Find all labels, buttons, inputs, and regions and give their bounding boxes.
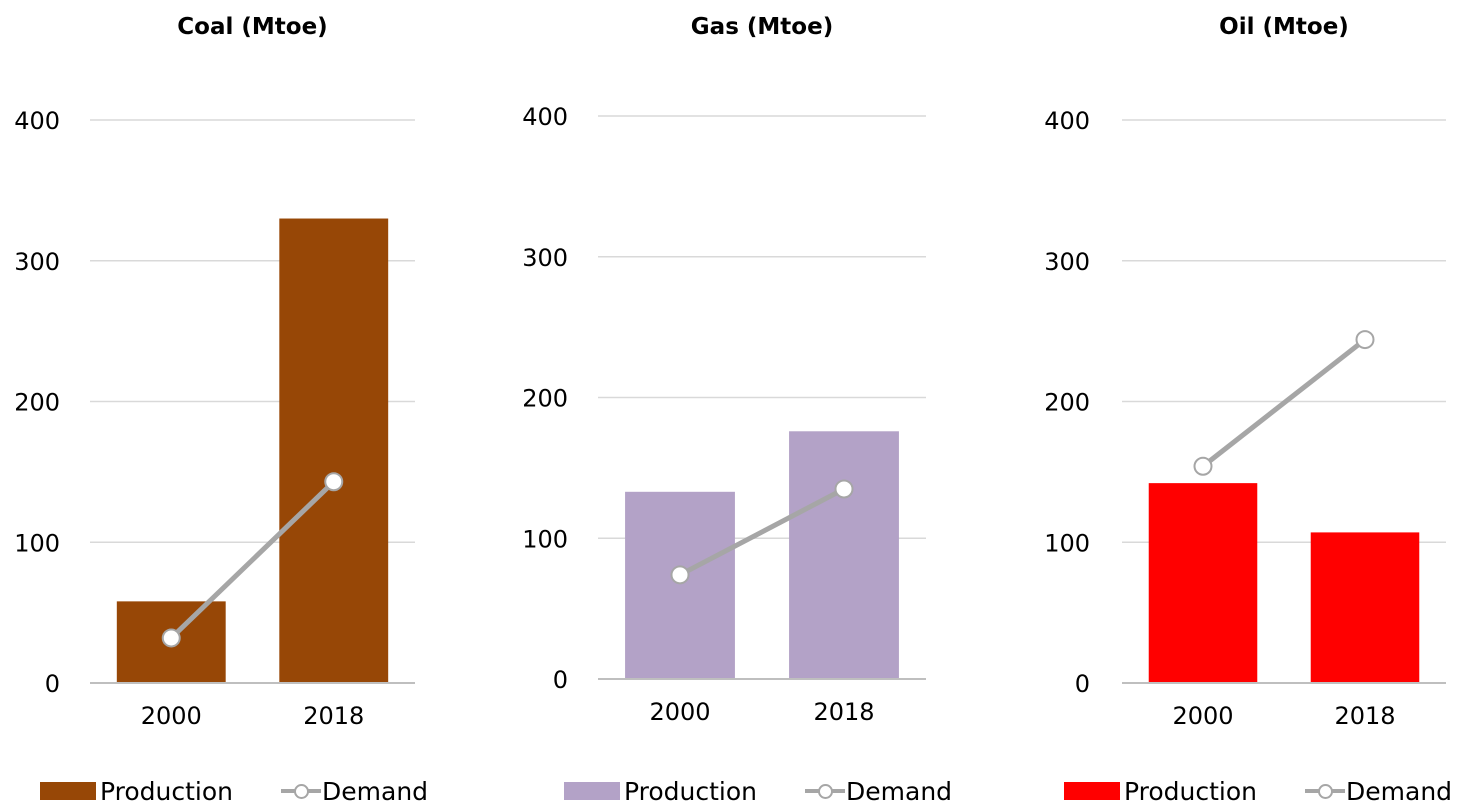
legend: Production Demand bbox=[1064, 774, 1452, 808]
production-bar bbox=[789, 431, 899, 679]
demand-line bbox=[678, 486, 846, 578]
coal-chart: 0 100 200 300 400 2000 2018 bbox=[14, 107, 415, 730]
production-bar bbox=[625, 491, 735, 679]
demand-line bbox=[169, 479, 336, 640]
demand-legend-label: Demand bbox=[1346, 776, 1453, 806]
y-tick-label: 400 bbox=[522, 103, 568, 131]
oil-chart: 0 100 200 300 400 2000 2018 bbox=[1044, 107, 1446, 730]
chart-title: Coal (Mtoe) bbox=[177, 14, 328, 40]
y-tick-label: 0 bbox=[45, 670, 60, 698]
oil-chart-panel: Oil (Mtoe) 0 100 200 300 400 2000 2018 Product… bbox=[1030, 0, 1460, 806]
demand-point bbox=[324, 472, 344, 492]
y-tick-label: 100 bbox=[14, 529, 60, 557]
production-legend-swatch bbox=[1064, 782, 1120, 800]
production-bar bbox=[1148, 483, 1258, 683]
demand-point bbox=[161, 628, 181, 648]
legend: Production Demand bbox=[40, 774, 428, 808]
y-tick-label: 100 bbox=[522, 525, 568, 553]
demand-line bbox=[1201, 337, 1367, 469]
production-legend-swatch bbox=[40, 782, 96, 800]
demand-legend-label: Demand bbox=[846, 776, 953, 806]
demand-point bbox=[834, 479, 854, 499]
production-bar bbox=[279, 218, 389, 683]
chart-title: Gas (Mtoe) bbox=[690, 14, 834, 40]
x-tick-label: 2018 bbox=[813, 698, 874, 726]
y-tick-label: 400 bbox=[1044, 107, 1090, 135]
demand-legend-marker-icon bbox=[805, 781, 846, 801]
x-tick-label: 2018 bbox=[1334, 702, 1395, 730]
gas-chart-panel: Gas (Mtoe) 0 100 200 300 400 2000 2018 Product… bbox=[510, 0, 952, 806]
y-tick-label: 400 bbox=[14, 107, 60, 135]
y-tick-label: 300 bbox=[14, 248, 60, 276]
y-tick-label: 200 bbox=[522, 385, 568, 413]
y-tick-label: 200 bbox=[1044, 389, 1090, 417]
gas-chart: 0 100 200 300 400 2000 2018 bbox=[522, 103, 926, 726]
y-tick-label: 200 bbox=[14, 389, 60, 417]
production-bar bbox=[1310, 532, 1420, 683]
demand-point bbox=[1355, 330, 1375, 350]
production-legend-label: Production bbox=[624, 776, 758, 806]
coal-chart-panel: Coal (Mtoe) 0 100 200 300 400 2000 2018 Produc… bbox=[0, 0, 440, 806]
legend: Production Demand bbox=[564, 774, 952, 808]
y-tick-label: 0 bbox=[1075, 670, 1090, 698]
y-tick-label: 300 bbox=[1044, 248, 1090, 276]
y-tick-label: 0 bbox=[553, 666, 568, 694]
x-tick-label: 2018 bbox=[303, 702, 364, 730]
demand-legend-marker-icon bbox=[1305, 781, 1346, 801]
y-tick-label: 100 bbox=[1044, 529, 1090, 557]
demand-legend-marker-icon bbox=[281, 781, 322, 801]
demand-legend-label: Demand bbox=[322, 776, 429, 806]
y-tick-label: 300 bbox=[522, 244, 568, 272]
demand-point bbox=[670, 565, 690, 585]
production-legend-label: Production bbox=[100, 776, 234, 806]
x-tick-label: 2000 bbox=[649, 698, 710, 726]
x-tick-label: 2000 bbox=[141, 702, 202, 730]
production-legend-swatch bbox=[564, 782, 620, 800]
demand-point bbox=[1193, 456, 1213, 476]
x-tick-label: 2000 bbox=[1172, 702, 1233, 730]
chart-title: Oil (Mtoe) bbox=[1219, 14, 1349, 40]
production-legend-label: Production bbox=[1124, 776, 1258, 806]
